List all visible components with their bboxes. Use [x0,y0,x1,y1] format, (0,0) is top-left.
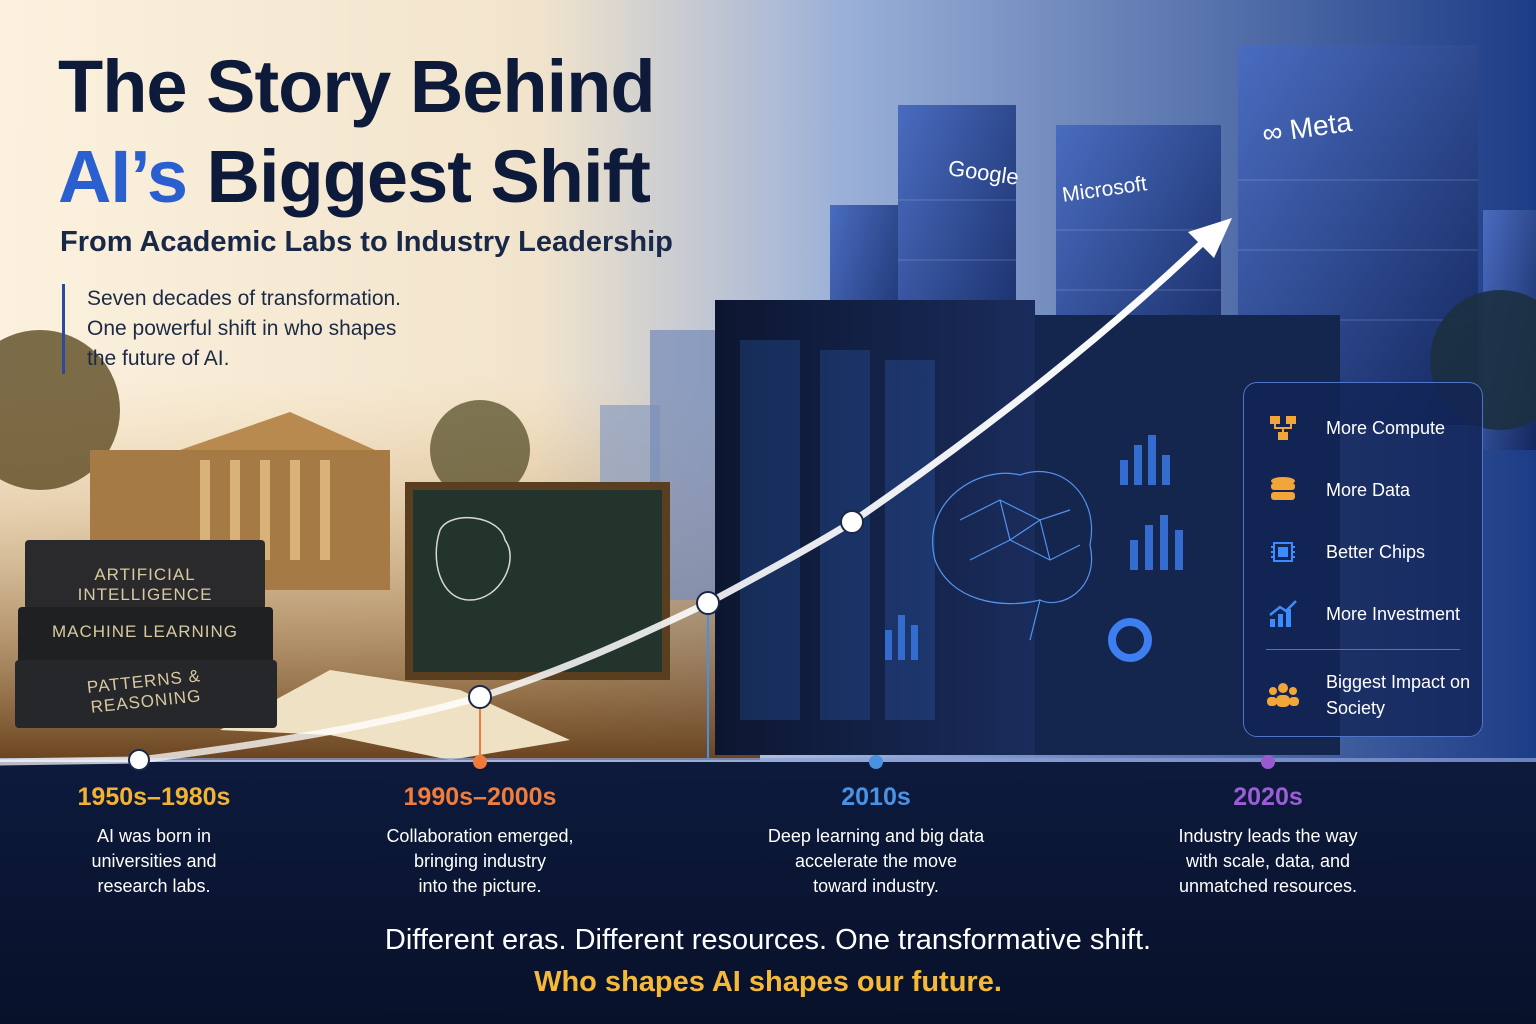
era-description-line: into the picture. [418,876,542,896]
era-description-line: bringing industry [413,851,547,871]
intro-line: One powerful shift in who shapes [87,317,397,340]
factors-panel: More Compute More Data Better Chips More In… [1243,382,1483,737]
era-description-line: Industry leads the way [1178,826,1358,846]
factor-label: More Investment [1326,604,1461,624]
intro: Seven decades of transformation. One powe… [62,284,401,374]
era-description-line: research labs. [97,876,211,896]
era-description-line: accelerate the move [794,851,958,871]
factor-label: Biggest Impact on Society [1326,672,1471,718]
title-rest: Biggest Shift [206,135,651,218]
era-description-line: with scale, data, and [1185,851,1351,871]
intro-line: Seven decades of transformation. [87,287,402,310]
era-label: 1950s–1980s [77,783,231,811]
era-description-line: Deep learning and big data [767,826,985,846]
factor-label: More Data [1326,480,1411,500]
factor-icon [1267,683,1299,707]
era-description-line: Collaboration emerged, [386,826,574,846]
footer-tagline: Who shapes AI shapes our future. [534,966,1002,998]
factor-label: Better Chips [1326,542,1426,562]
title-highlight: AI’s [58,135,188,218]
book-spine: MACHINE LEARNING [51,622,239,641]
era-description-line: AI was born in [96,826,212,846]
book-spine: ARTIFICIAL INTELLIGENCE [77,565,213,604]
title-line: AI’s Biggest Shift [58,140,651,214]
era-label: 1990s–2000s [403,783,557,811]
era: 1950s–1980s AI was born in universities an… [4,783,304,899]
subtitle: From Academic Labs to Industry Leadershi… [60,226,673,258]
factor-icon [1271,542,1295,562]
era-description-line: toward industry. [813,876,939,896]
era: 2010s Deep learning and big data accelerat… [726,783,1026,899]
era: 2020s Industry leads the way with scale, d… [1118,783,1418,899]
factor-icon [1269,600,1297,627]
era: 1990s–2000s Collaboration emerged, bringin… [330,783,630,899]
intro-line: the future of AI. [87,347,230,370]
era-label: 2020s [1233,783,1303,811]
era-label: 2010s [841,783,911,811]
factor-label: More Compute [1326,418,1446,438]
panel-divider [1266,649,1460,650]
factor-icon [1271,477,1295,500]
title-line: The Story Behind [58,45,656,128]
era-description-line: universities and [91,851,217,871]
footer-statement: Different eras. Different resources. One… [384,924,1152,956]
factor-icon [1270,416,1296,440]
era-description-line: unmatched resources. [1178,876,1358,896]
